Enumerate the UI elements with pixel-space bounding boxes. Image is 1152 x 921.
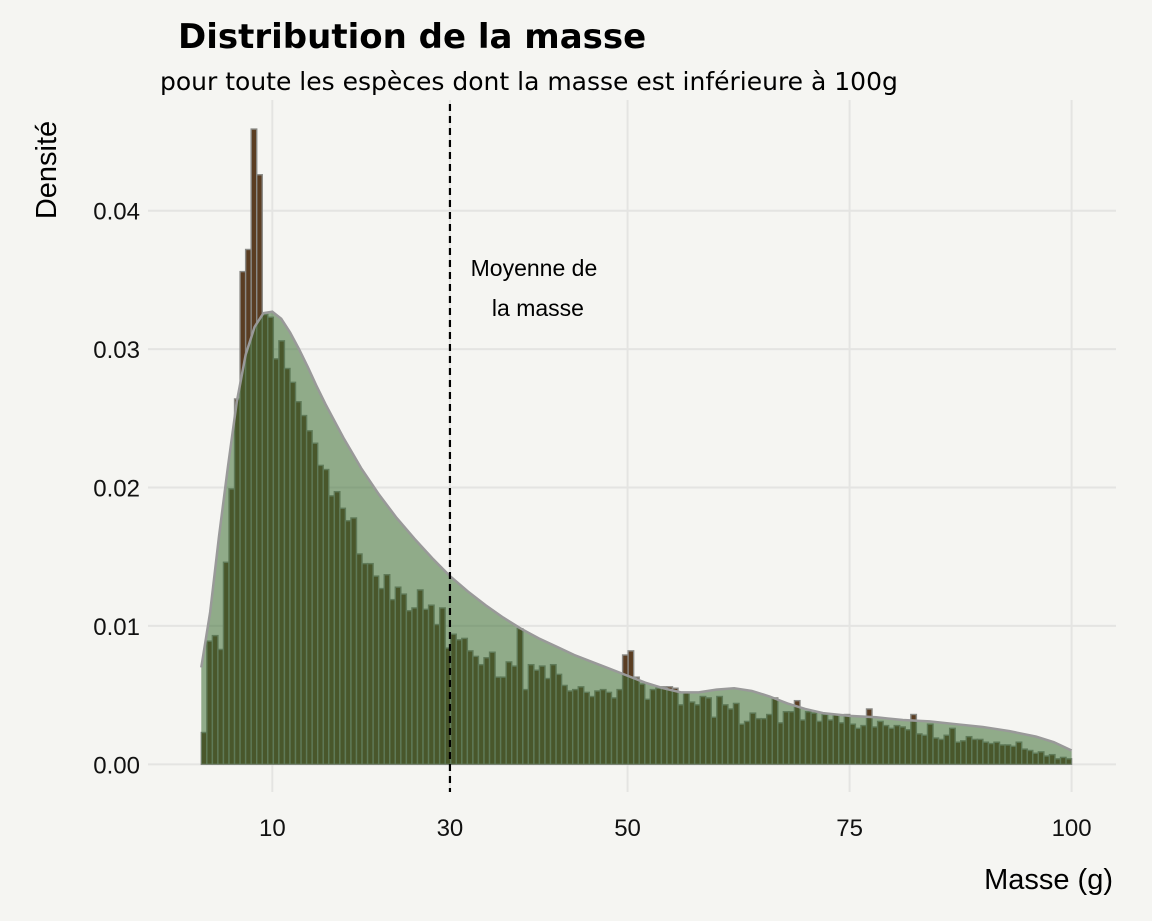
density-curve	[200, 310, 1073, 752]
density-layer	[200, 310, 1073, 765]
mean-layer: Moyenne de la masse	[448, 104, 598, 792]
density-area	[201, 311, 1072, 765]
x-tick-label: 30	[437, 815, 464, 842]
x-tick-label: 10	[259, 815, 286, 842]
x-tick-label: 50	[614, 815, 641, 842]
x-tick-labels: 10 30 50 75 100	[259, 815, 1092, 842]
y-tick-label: 0.01	[93, 614, 140, 641]
mean-label-line1: Moyenne de	[471, 255, 598, 281]
y-axis-title: Densité	[31, 121, 63, 219]
x-tick-label: 75	[836, 815, 863, 842]
chart-title: Distribution de la masse	[178, 17, 646, 57]
chart-subtitle: pour toute les espèces dont la masse est…	[160, 67, 898, 96]
x-tick-label: 100	[1052, 815, 1092, 842]
y-tick-label: 0.02	[93, 476, 140, 503]
mean-label-line2: la masse	[492, 295, 584, 321]
y-tick-label: 0.03	[93, 337, 140, 364]
y-tick-labels: 0.00 0.01 0.02 0.03 0.04	[93, 199, 140, 780]
y-tick-label: 0.00	[93, 752, 140, 779]
x-axis-title: Masse (g)	[984, 864, 1113, 896]
y-tick-label: 0.04	[93, 199, 140, 226]
